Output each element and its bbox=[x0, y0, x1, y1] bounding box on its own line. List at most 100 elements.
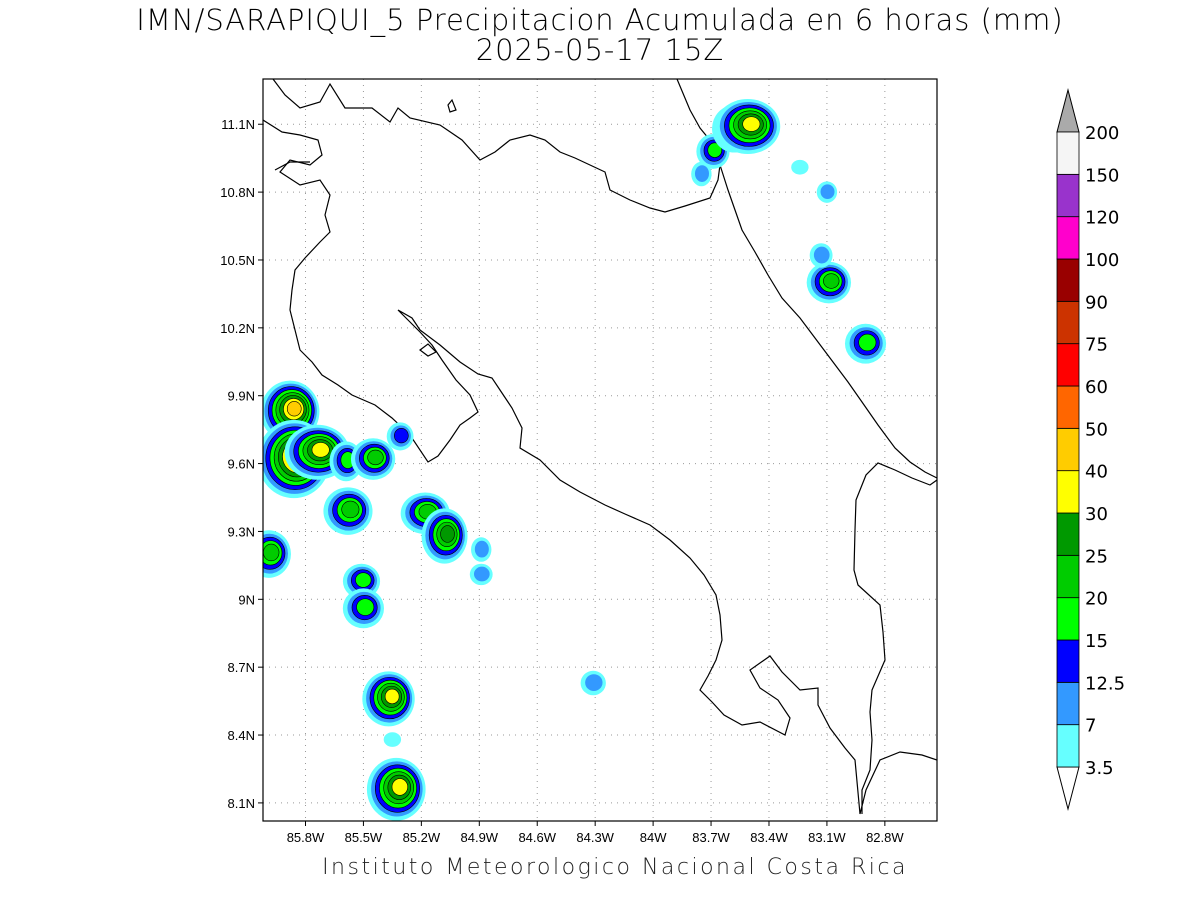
colorbar-level-label: 20 bbox=[1085, 589, 1108, 610]
lat-tick-label: 10.8N bbox=[220, 185, 255, 200]
chart-subtitle-datetime: 2025-05-17 15Z bbox=[475, 33, 725, 67]
lon-tick-label: 85.8W bbox=[287, 830, 325, 845]
contour-level-30 bbox=[391, 778, 408, 796]
border-panama bbox=[853, 462, 937, 814]
contour-level-15 bbox=[356, 598, 375, 616]
lon-tick-label: 82.8W bbox=[866, 830, 904, 845]
chart-title: IMN/SARAPIQUI_5 Precipitacion Acumulada … bbox=[136, 3, 1064, 37]
precip-cell bbox=[469, 563, 493, 586]
colorbar-bottom-arrow bbox=[1056, 766, 1080, 811]
precip-cell bbox=[400, 492, 450, 535]
lat-tick-label: 9.6N bbox=[228, 457, 255, 472]
precip-cell bbox=[809, 243, 833, 268]
contour-level-3.5 bbox=[383, 732, 402, 747]
contour-level-15 bbox=[355, 572, 372, 588]
precip-cell bbox=[471, 537, 492, 562]
colorbar-swatch bbox=[1056, 597, 1080, 641]
colorbar-level-label: 120 bbox=[1085, 208, 1119, 229]
contour-level-15 bbox=[707, 142, 723, 158]
colorbar-swatch bbox=[1056, 427, 1080, 472]
precip-cell bbox=[323, 487, 373, 535]
lon-tick-label: 84.3W bbox=[576, 830, 614, 845]
lat-tick-label: 10.2N bbox=[220, 321, 255, 336]
lat-tick-label: 8.1N bbox=[228, 796, 255, 811]
contour-level-7 bbox=[473, 566, 490, 582]
colorbar-level-label: 25 bbox=[1085, 546, 1108, 567]
coastline-caribbean bbox=[719, 164, 937, 479]
colorbar-level-label: 3.5 bbox=[1085, 758, 1114, 779]
lat-tick-label: 8.4N bbox=[228, 728, 255, 743]
coastlines-borders bbox=[263, 79, 937, 815]
colorbar-level-label: 50 bbox=[1085, 419, 1108, 440]
precip-cell bbox=[691, 161, 712, 187]
precip-cell bbox=[580, 670, 606, 696]
colorbar-top-arrow bbox=[1056, 88, 1080, 133]
colorbar-swatch bbox=[1056, 681, 1080, 726]
lon-tick-label: 83.1W bbox=[808, 830, 846, 845]
plot-frame bbox=[262, 78, 938, 822]
colorbar-level-label: 30 bbox=[1085, 504, 1108, 525]
contour-level-25 bbox=[440, 525, 455, 543]
contour-level-7 bbox=[585, 674, 603, 692]
precip-cell bbox=[816, 181, 838, 203]
coastline-gulf-papagayo bbox=[263, 119, 937, 815]
longitude-axis-labels: 85.8W 85.5W 85.2W 84.9W 84.6W 84.3W 84W 83.7W 83… bbox=[287, 821, 904, 845]
coastline-northwest bbox=[272, 79, 721, 213]
lat-tick-label: 9.9N bbox=[228, 389, 255, 404]
lon-tick-label: 83.4W bbox=[750, 830, 788, 845]
contour-level-12.5 bbox=[394, 427, 409, 444]
lat-tick-label: 9.3N bbox=[228, 524, 255, 539]
contour-level-3.5 bbox=[791, 159, 809, 175]
colorbar-level-label: 60 bbox=[1085, 377, 1108, 398]
contour-level-20 bbox=[263, 543, 280, 562]
lon-tick-label: 84.9W bbox=[461, 830, 499, 845]
colorbar-swatch bbox=[1056, 470, 1080, 514]
colorbar-level-label: 150 bbox=[1085, 165, 1119, 186]
colorbar-level-label: 200 bbox=[1085, 123, 1119, 144]
colorbar-swatch bbox=[1056, 300, 1080, 345]
contour-level-7 bbox=[813, 246, 830, 264]
island-gulf-nicoya bbox=[419, 343, 438, 357]
precip-cell bbox=[383, 732, 402, 747]
precip-cell bbox=[362, 671, 415, 727]
lon-tick-label: 83.7W bbox=[692, 830, 730, 845]
colorbar-level-label: 40 bbox=[1085, 462, 1108, 483]
contour-level-15 bbox=[858, 333, 877, 352]
precip-cell bbox=[386, 422, 414, 451]
lon-tick-label: 84W bbox=[640, 830, 667, 845]
colorbar-swatch bbox=[1056, 131, 1080, 175]
precip-cell bbox=[350, 438, 396, 480]
island-lake bbox=[447, 98, 457, 113]
precip-cell bbox=[791, 159, 809, 175]
colorbar-swatch bbox=[1056, 385, 1080, 429]
contour-level-30 bbox=[742, 116, 761, 132]
precip-cell bbox=[263, 530, 291, 578]
colorbar-swatch bbox=[1056, 724, 1080, 768]
precip-cell bbox=[421, 508, 468, 564]
precip-cell bbox=[715, 98, 781, 155]
colorbar-swatch bbox=[1056, 554, 1080, 599]
contour-level-7 bbox=[694, 165, 709, 183]
precip-cell bbox=[806, 261, 852, 304]
colorbar-swatch bbox=[1056, 173, 1080, 218]
contour-level-7 bbox=[474, 540, 489, 558]
colorbar-legend: 3.5 7 12.5 15 20 25 30 40 50 60 75 90 100 120 150 200 bbox=[1056, 88, 1125, 811]
contour-level-30 bbox=[384, 688, 400, 705]
lat-tick-label: 11.1N bbox=[221, 117, 255, 132]
contour-level-20 bbox=[823, 273, 840, 289]
contour-level-7 bbox=[820, 184, 835, 200]
contour-level-40 bbox=[286, 401, 302, 417]
latitude-axis-labels: 11.1N 10.8N 10.5N 10.2N 9.9N 9.6N 9.3N 9N 8.7N 8.… bbox=[220, 117, 263, 811]
colorbar-swatch bbox=[1056, 512, 1080, 556]
colorbar-swatch bbox=[1056, 258, 1080, 302]
precipitation-contours bbox=[263, 98, 887, 821]
contour-level-30 bbox=[311, 442, 330, 458]
colorbar-swatch bbox=[1056, 216, 1080, 260]
lon-tick-label: 85.2W bbox=[403, 830, 441, 845]
contour-level-20 bbox=[367, 449, 384, 466]
colorbar-level-label: 75 bbox=[1085, 335, 1108, 356]
border-nicaragua bbox=[274, 161, 310, 171]
footer-credit: Instituto Meteorologico Nacional Costa R… bbox=[322, 855, 908, 880]
colorbar-level-label: 100 bbox=[1085, 250, 1119, 271]
